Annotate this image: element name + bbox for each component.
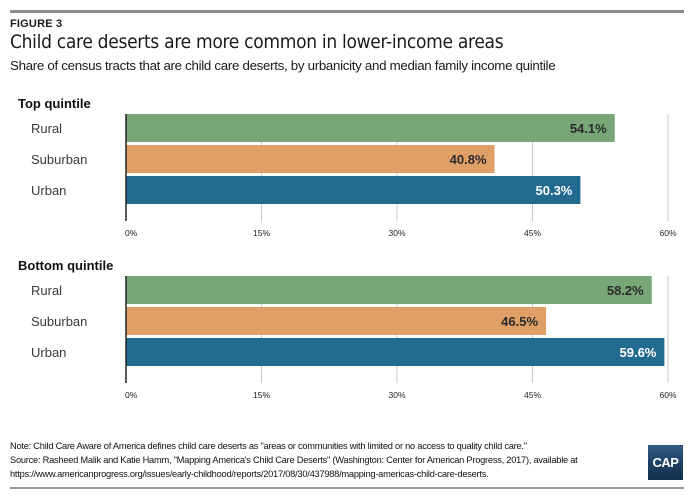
x-tick-label: 15% xyxy=(253,228,270,238)
category-label: Urban xyxy=(31,345,66,360)
figure-label: FIGURE 3 xyxy=(10,18,63,30)
value-label: 54.1% xyxy=(570,121,607,136)
value-label: 50.3% xyxy=(536,183,573,198)
category-label: Urban xyxy=(31,183,66,198)
x-tick-label: 45% xyxy=(524,390,541,400)
category-label: Suburban xyxy=(31,314,87,329)
top-rule xyxy=(10,10,684,13)
x-tick-label: 60% xyxy=(659,390,676,400)
source-url: https://www.americanprogress.org/issues/… xyxy=(10,469,489,479)
bar-rural xyxy=(126,276,652,304)
note-text: Note: Child Care Aware of America define… xyxy=(10,441,527,451)
bar-rural xyxy=(126,114,615,142)
category-label: Rural xyxy=(31,283,62,298)
x-tick-label: 0% xyxy=(125,390,138,400)
value-label: 40.8% xyxy=(450,152,487,167)
chart-title: Child care deserts are more common in lo… xyxy=(10,31,504,53)
panel-title: Top quintile xyxy=(18,96,91,111)
x-tick-label: 0% xyxy=(125,228,138,238)
bar-urban xyxy=(126,176,581,204)
source-text: Source: Rasheed Malik and Katie Hamm, "M… xyxy=(10,455,578,465)
category-label: Suburban xyxy=(31,152,87,167)
x-tick-label: 15% xyxy=(253,390,270,400)
value-label: 59.6% xyxy=(620,345,657,360)
footnotes: Note: Child Care Aware of America define… xyxy=(10,439,630,481)
category-label: Rural xyxy=(31,121,62,136)
x-tick-label: 30% xyxy=(388,228,405,238)
x-tick-label: 30% xyxy=(388,390,405,400)
bar-suburban xyxy=(126,145,495,173)
bar-suburban xyxy=(126,307,547,335)
value-label: 58.2% xyxy=(607,283,644,298)
cap-logo: CAP xyxy=(648,445,683,480)
x-tick-label: 45% xyxy=(524,228,541,238)
chart-subtitle: Share of census tracts that are child ca… xyxy=(10,58,556,73)
value-label: 46.5% xyxy=(501,314,538,329)
bar-urban xyxy=(126,338,665,366)
panel-title: Bottom quintile xyxy=(18,258,113,273)
bottom-rule xyxy=(10,487,684,489)
x-tick-label: 60% xyxy=(659,228,676,238)
